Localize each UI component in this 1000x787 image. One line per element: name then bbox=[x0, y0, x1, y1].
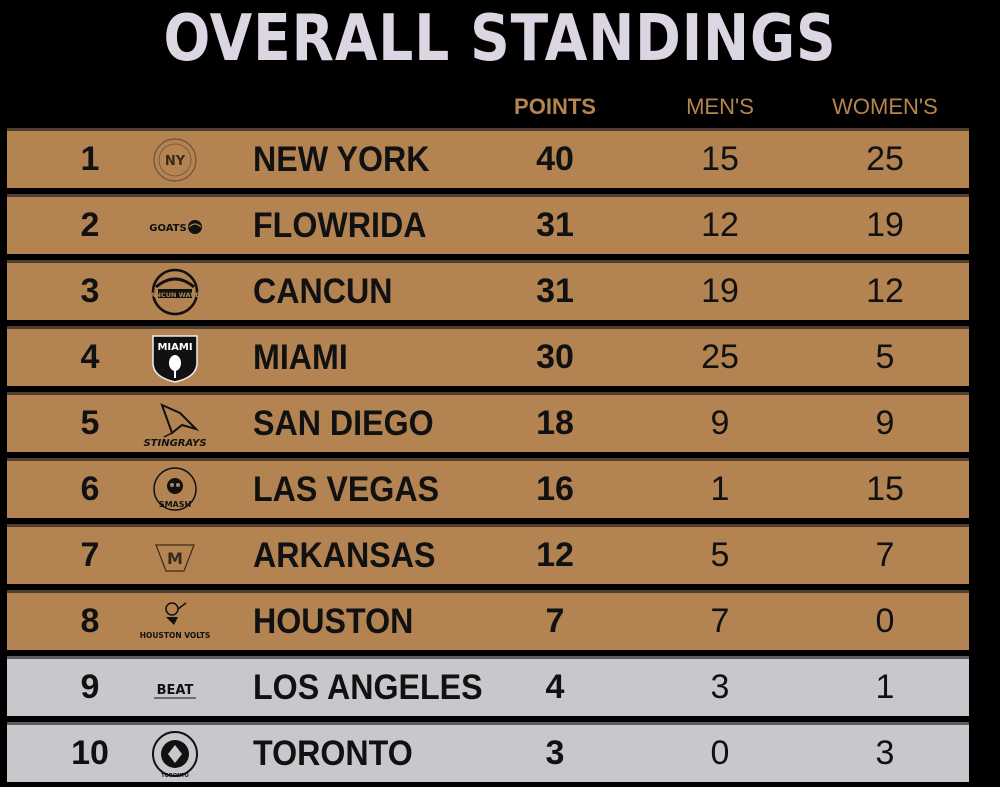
toronto-logo: TORONTO bbox=[140, 729, 210, 779]
table-row: 6 SMASH LAS VEGAS 16 1 15 bbox=[7, 458, 969, 518]
table-row: 5 STINGRAYS SAN DIEGO 18 9 9 bbox=[7, 392, 969, 452]
points-value: 40 bbox=[536, 140, 574, 178]
team-name: CANCUN bbox=[253, 272, 393, 311]
mens-value: 7 bbox=[710, 602, 730, 640]
svg-text:NY: NY bbox=[165, 154, 186, 169]
points-value: 18 bbox=[536, 404, 574, 442]
team-name: MIAMI bbox=[253, 338, 348, 377]
cancun-waves-logo: CANCUN WAVES bbox=[140, 267, 210, 317]
mens-value: 5 bbox=[710, 536, 730, 574]
standings-table: 1 NY NEW YORK 40 15 25 2 GOATS FLOWRIDA … bbox=[7, 128, 969, 782]
rank: 4 bbox=[80, 338, 100, 376]
points-value: 31 bbox=[536, 272, 574, 310]
miami-padel-club-logo: MIAMI bbox=[140, 333, 210, 383]
mens-value: 19 bbox=[701, 272, 739, 310]
san-diego-stingrays-logo: STINGRAYS bbox=[140, 399, 210, 449]
svg-text:MIAMI: MIAMI bbox=[157, 342, 192, 353]
mens-value: 0 bbox=[710, 734, 730, 772]
table-row: 7 M ARKANSAS 12 5 7 bbox=[7, 524, 969, 584]
womens-value: 9 bbox=[875, 404, 895, 442]
las-vegas-smash-logo: SMASH bbox=[140, 465, 210, 515]
team-name: TORONTO bbox=[253, 734, 413, 773]
team-name: LAS VEGAS bbox=[253, 470, 440, 509]
page-title: OVERALL STANDINGS bbox=[163, 2, 837, 76]
womens-value: 3 bbox=[875, 734, 895, 772]
rank: 9 bbox=[80, 668, 100, 706]
points-value: 16 bbox=[536, 470, 574, 508]
svg-text:TORONTO: TORONTO bbox=[161, 773, 189, 779]
svg-text:HOUSTON VOLTS: HOUSTON VOLTS bbox=[140, 631, 210, 640]
svg-text:M: M bbox=[167, 549, 183, 568]
table-row: 2 GOATS FLOWRIDA 31 12 19 bbox=[7, 194, 969, 254]
new-york-atlantics-logo: NY bbox=[140, 135, 210, 185]
points-value: 3 bbox=[545, 734, 565, 772]
flowrida-goats-logo: GOATS bbox=[140, 201, 210, 251]
team-name: ARKANSAS bbox=[253, 536, 436, 575]
mens-value: 15 bbox=[701, 140, 739, 178]
rank: 10 bbox=[71, 734, 109, 772]
table-row: 3 CANCUN WAVES CANCUN 31 19 12 bbox=[7, 260, 969, 320]
los-angeles-beat-logo: BEAT bbox=[140, 663, 210, 713]
arkansas-logo: M bbox=[140, 531, 210, 581]
team-name: HOUSTON bbox=[253, 602, 414, 641]
table-row: 1 NY NEW YORK 40 15 25 bbox=[7, 128, 969, 188]
womens-value: 15 bbox=[866, 470, 904, 508]
table-row: 10 TORONTO TORONTO 3 0 3 bbox=[7, 722, 969, 782]
svg-text:STINGRAYS: STINGRAYS bbox=[143, 438, 206, 449]
womens-value: 0 bbox=[875, 602, 895, 640]
rank: 7 bbox=[80, 536, 100, 574]
mens-value: 1 bbox=[710, 470, 730, 508]
mens-value: 3 bbox=[710, 668, 730, 706]
mens-value: 12 bbox=[701, 206, 739, 244]
rank: 8 bbox=[80, 602, 100, 640]
column-header-mens: MEN'S bbox=[686, 94, 754, 119]
houston-volts-logo: HOUSTON VOLTS bbox=[140, 597, 210, 647]
points-value: 31 bbox=[536, 206, 574, 244]
table-row: 9 BEAT LOS ANGELES 4 3 1 bbox=[7, 656, 969, 716]
womens-value: 19 bbox=[866, 206, 904, 244]
svg-text:BEAT: BEAT bbox=[157, 683, 194, 698]
womens-value: 25 bbox=[866, 140, 904, 178]
rank: 6 bbox=[80, 470, 100, 508]
womens-value: 5 bbox=[875, 338, 895, 376]
team-name: SAN DIEGO bbox=[253, 404, 434, 443]
points-value: 30 bbox=[536, 338, 574, 376]
svg-text:CANCUN WAVES: CANCUN WAVES bbox=[146, 291, 205, 299]
column-header-points: POINTS bbox=[514, 94, 596, 119]
rank: 5 bbox=[80, 404, 100, 442]
points-value: 12 bbox=[536, 536, 574, 574]
points-value: 4 bbox=[545, 668, 565, 706]
rank: 1 bbox=[80, 140, 100, 178]
svg-text:GOATS: GOATS bbox=[149, 223, 186, 234]
womens-value: 12 bbox=[866, 272, 904, 310]
table-row: 4 MIAMI MIAMI 30 25 5 bbox=[7, 326, 969, 386]
team-name: NEW YORK bbox=[253, 140, 430, 179]
rank: 3 bbox=[80, 272, 100, 310]
team-name: LOS ANGELES bbox=[253, 668, 483, 707]
mens-value: 25 bbox=[701, 338, 739, 376]
column-header-womens: WOMEN'S bbox=[832, 94, 938, 119]
svg-text:SMASH: SMASH bbox=[159, 500, 191, 509]
points-value: 7 bbox=[545, 602, 565, 640]
rank: 2 bbox=[80, 206, 100, 244]
mens-value: 9 bbox=[710, 404, 730, 442]
womens-value: 1 bbox=[875, 668, 895, 706]
womens-value: 7 bbox=[875, 536, 895, 574]
table-header: POINTS MEN'S WOMEN'S bbox=[0, 90, 1000, 124]
team-name: FLOWRIDA bbox=[253, 206, 427, 245]
table-row: 8 HOUSTON VOLTS HOUSTON 7 7 0 bbox=[7, 590, 969, 650]
